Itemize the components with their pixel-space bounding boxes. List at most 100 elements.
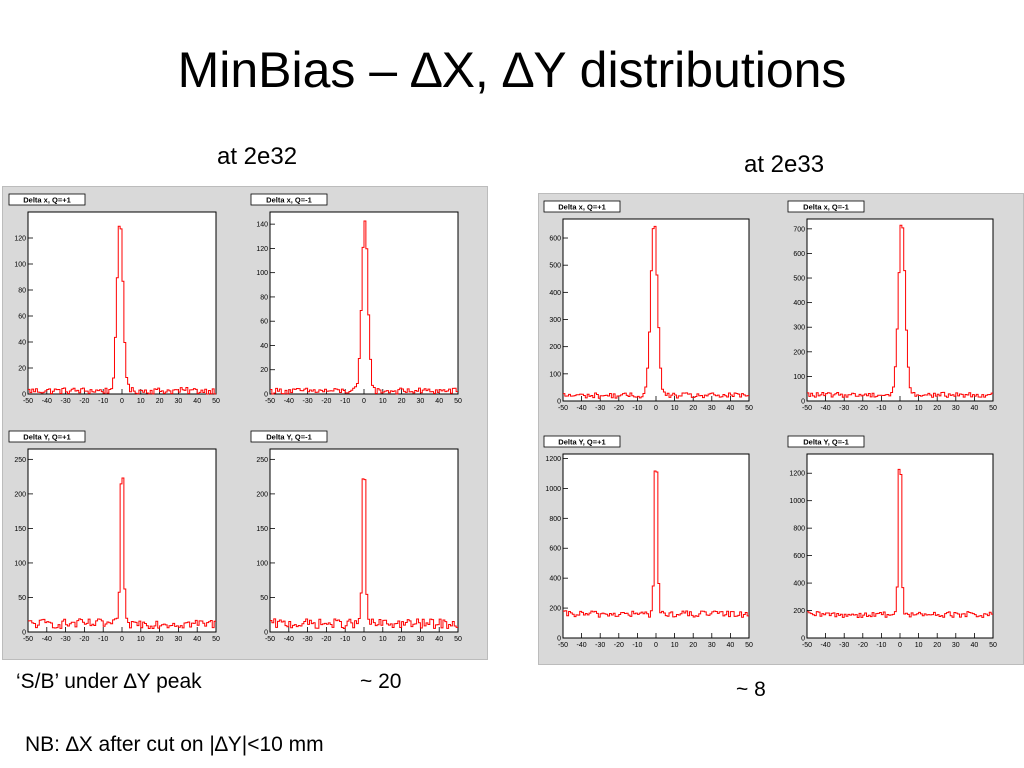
plot-title-box: Delta x, Q=+1 <box>8 193 86 206</box>
y-tick-label: 100 <box>256 560 268 567</box>
x-tick-label: -40 <box>284 636 294 643</box>
y-tick-label: 0 <box>22 630 26 637</box>
y-tick-label: 400 <box>793 581 805 588</box>
x-tick-label: -10 <box>98 636 108 643</box>
x-tick-label: 20 <box>933 642 941 649</box>
histogram-line <box>563 225 749 399</box>
y-tick-label: 0 <box>557 399 561 406</box>
x-tick-label: 50 <box>989 642 997 649</box>
plot-title-box: Delta Y, Q=-1 <box>250 430 328 443</box>
y-tick-label: 200 <box>793 608 805 615</box>
x-tick-label: 30 <box>952 405 960 412</box>
plot-frame <box>562 453 750 639</box>
plot-frame <box>806 453 994 639</box>
plot-title-box: Delta Y, Q=+1 <box>8 430 86 443</box>
y-tick-label: 300 <box>793 325 805 332</box>
x-tick-label: 50 <box>212 636 220 643</box>
x-tick-label: 10 <box>915 642 923 649</box>
x-tick-label: 20 <box>689 405 697 412</box>
x-tick-label: 50 <box>212 398 220 405</box>
y-tick-label: 50 <box>260 595 268 602</box>
histogram-line <box>28 225 216 395</box>
x-tick-label: -20 <box>858 405 868 412</box>
histogram-line <box>28 477 216 630</box>
x-tick-label: -40 <box>42 636 52 643</box>
x-tick-label: 0 <box>654 642 658 649</box>
y-tick-label: 200 <box>793 349 805 356</box>
y-tick-label: 200 <box>14 491 26 498</box>
x-tick-label: -50 <box>265 398 275 405</box>
y-tick-label: 60 <box>260 319 268 326</box>
x-tick-label: -30 <box>303 398 313 405</box>
plot-title: Delta Y, Q=+1 <box>558 438 605 447</box>
x-tick-label: 50 <box>454 398 462 405</box>
y-tick-label: 40 <box>260 343 268 350</box>
y-tick-label: 600 <box>793 553 805 560</box>
plot-frame <box>27 448 217 633</box>
y-tick-label: 80 <box>18 288 26 295</box>
y-tick-label: 120 <box>14 236 26 243</box>
x-tick-label: 10 <box>671 405 679 412</box>
y-tick-label: 0 <box>801 399 805 406</box>
y-tick-label: 100 <box>256 270 268 277</box>
footnote: NB: ∆X after cut on |∆Y|<10 mm <box>25 733 324 756</box>
plot-title: Delta Y, Q=-1 <box>266 433 312 442</box>
x-tick-label: -20 <box>858 642 868 649</box>
x-tick-label: -40 <box>284 398 294 405</box>
x-tick-label: 30 <box>708 642 716 649</box>
plot-title: Delta Y, Q=+1 <box>23 433 70 442</box>
x-tick-label: -50 <box>23 636 33 643</box>
x-tick-label: 40 <box>727 405 735 412</box>
plot-title-box: Delta x, Q=-1 <box>787 200 865 213</box>
x-tick-label: 40 <box>435 398 443 405</box>
y-tick-label: 40 <box>18 340 26 347</box>
x-tick-label: -30 <box>839 642 849 649</box>
y-tick-label: 120 <box>256 246 268 253</box>
x-tick-label: -10 <box>876 642 886 649</box>
x-tick-label: 30 <box>417 636 425 643</box>
x-tick-label: 50 <box>989 405 997 412</box>
x-tick-label: 50 <box>745 642 753 649</box>
x-tick-label: 20 <box>156 398 164 405</box>
x-tick-label: -30 <box>303 636 313 643</box>
x-tick-label: 0 <box>120 636 124 643</box>
y-tick-label: 20 <box>260 367 268 374</box>
histogram-line <box>807 468 993 619</box>
y-tick-label: 800 <box>549 516 561 523</box>
plot-title: Delta Y, Q=-1 <box>803 438 849 447</box>
x-tick-label: 30 <box>952 642 960 649</box>
x-tick-label: -50 <box>558 642 568 649</box>
x-tick-label: -50 <box>558 405 568 412</box>
x-tick-label: 30 <box>175 636 183 643</box>
plot-title-box: Delta x, Q=-1 <box>250 193 328 206</box>
y-tick-label: 500 <box>793 276 805 283</box>
x-tick-label: -30 <box>61 636 71 643</box>
y-tick-label: 0 <box>557 636 561 643</box>
x-tick-label: -40 <box>42 398 52 405</box>
y-tick-label: 100 <box>14 262 26 269</box>
sb-value-2e32: ~ 20 <box>360 670 402 693</box>
x-tick-label: 10 <box>915 405 923 412</box>
y-tick-label: 400 <box>549 290 561 297</box>
plot-title: Delta x, Q=+1 <box>558 203 606 212</box>
y-tick-label: 140 <box>256 222 268 229</box>
x-tick-label: 20 <box>398 398 406 405</box>
x-tick-label: -10 <box>340 636 350 643</box>
y-tick-label: 100 <box>549 371 561 378</box>
y-tick-label: 800 <box>793 526 805 533</box>
y-tick-label: 150 <box>256 526 268 533</box>
y-tick-label: 150 <box>14 526 26 533</box>
x-tick-label: -30 <box>595 405 605 412</box>
histogram-line <box>270 478 458 630</box>
x-tick-label: -20 <box>321 398 331 405</box>
x-tick-label: 0 <box>898 405 902 412</box>
x-tick-label: -20 <box>79 636 89 643</box>
x-tick-label: -10 <box>632 642 642 649</box>
x-tick-label: -10 <box>340 398 350 405</box>
y-tick-label: 20 <box>18 366 26 373</box>
